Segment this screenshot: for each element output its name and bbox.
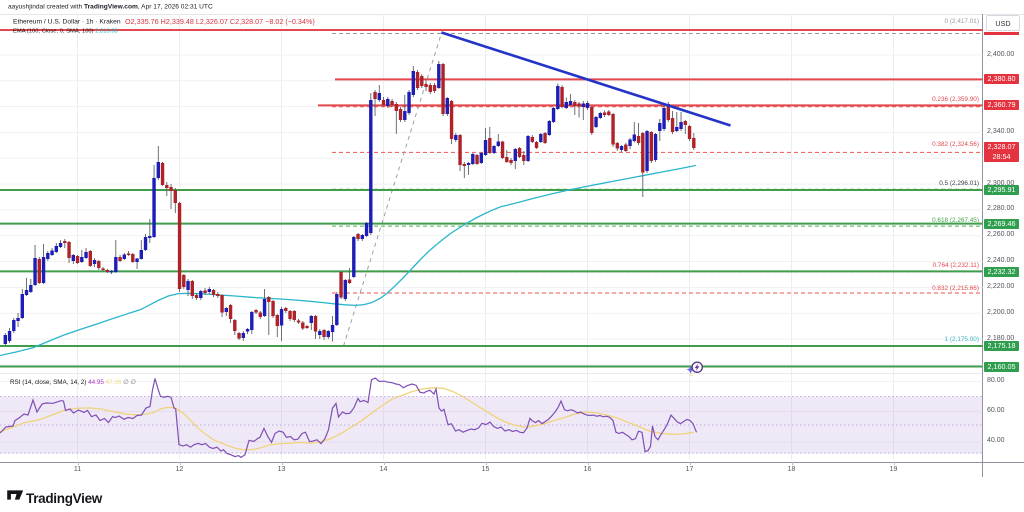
svg-text:TradingView: TradingView [26, 491, 103, 506]
